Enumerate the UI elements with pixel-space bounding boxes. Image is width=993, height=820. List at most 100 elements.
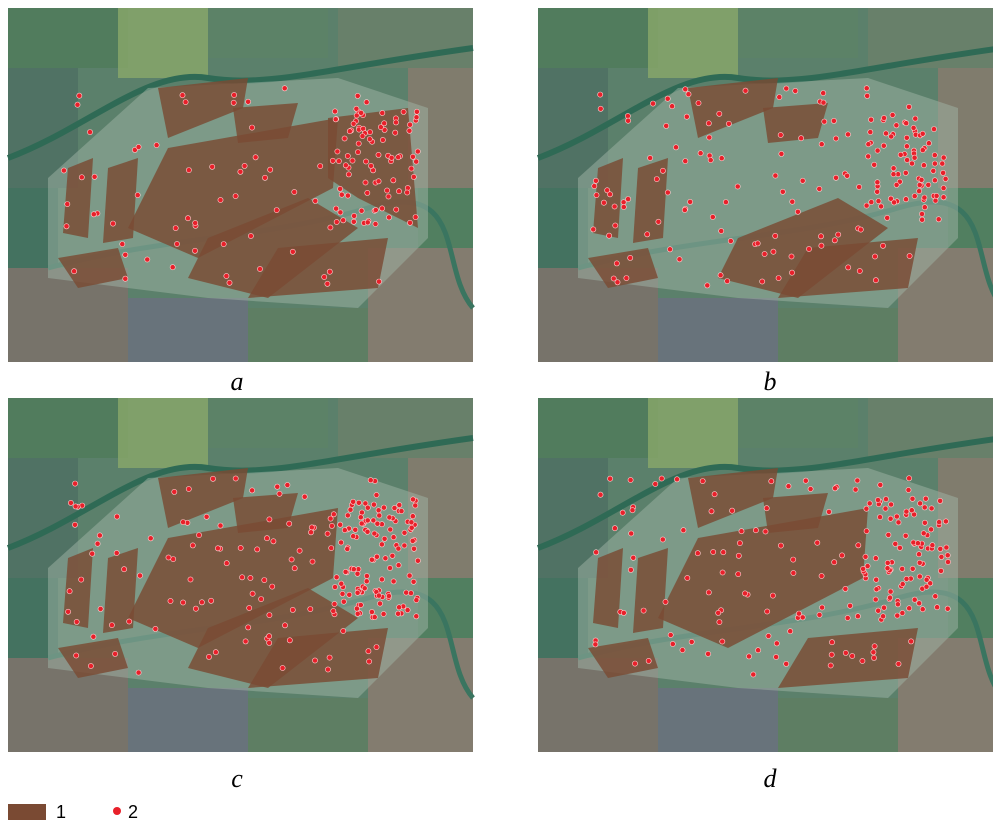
sample-point — [821, 91, 826, 96]
sample-point — [911, 125, 916, 130]
sample-point — [845, 615, 850, 620]
sample-point — [641, 608, 646, 613]
sample-point — [196, 533, 201, 538]
sample-point — [646, 658, 651, 663]
sample-point — [593, 642, 598, 647]
field — [633, 548, 668, 633]
sample-point — [224, 561, 229, 566]
sample-point — [940, 161, 945, 166]
sample-point — [386, 194, 391, 199]
sample-point — [380, 206, 385, 211]
sample-point — [833, 486, 838, 491]
sample-point — [180, 93, 185, 98]
sample-point — [941, 170, 946, 175]
sample-point — [401, 109, 406, 114]
sample-point — [346, 172, 351, 177]
sample-point — [364, 579, 369, 584]
sample-point — [912, 597, 917, 602]
sample-point — [186, 486, 191, 491]
sample-point — [711, 549, 716, 554]
sample-point — [363, 180, 368, 185]
sample-point — [875, 497, 880, 502]
land-patch — [8, 398, 128, 458]
sample-point — [127, 619, 132, 624]
sample-point — [377, 601, 382, 606]
sample-point — [857, 184, 862, 189]
panels — [8, 8, 993, 752]
sample-point — [935, 605, 940, 610]
land-patch — [778, 698, 898, 752]
sample-point — [193, 606, 198, 611]
sample-point — [331, 608, 336, 613]
sample-point — [393, 130, 398, 135]
sample-point — [372, 615, 377, 620]
sample-point — [742, 591, 747, 596]
sample-point — [735, 184, 740, 189]
sample-point — [114, 514, 119, 519]
sample-point — [380, 137, 385, 142]
sample-point — [331, 512, 336, 517]
sample-point — [123, 252, 128, 257]
sample-point — [903, 533, 908, 538]
sample-point — [670, 641, 675, 646]
sample-point — [700, 479, 705, 484]
sample-point — [136, 670, 141, 675]
sample-point — [383, 556, 388, 561]
sample-point — [268, 167, 273, 172]
sample-point — [682, 207, 687, 212]
land-patch — [538, 398, 658, 458]
sample-point — [864, 203, 869, 208]
sample-point — [72, 522, 77, 527]
sample-point — [880, 243, 885, 248]
sample-point — [338, 522, 343, 527]
sample-point — [335, 149, 340, 154]
sample-point — [765, 609, 770, 614]
sample-point — [664, 123, 669, 128]
sample-point — [906, 104, 911, 109]
sample-point — [806, 246, 811, 251]
sample-point — [788, 629, 793, 634]
sample-point — [190, 543, 195, 548]
sample-point — [778, 132, 783, 137]
sample-point — [64, 224, 69, 229]
sample-point — [900, 610, 905, 615]
sample-point — [903, 197, 908, 202]
sample-point — [904, 135, 909, 140]
sample-point — [248, 575, 253, 580]
sample-point — [372, 531, 377, 536]
sample-point — [75, 102, 80, 107]
map-panel — [8, 8, 473, 362]
sample-point — [929, 527, 934, 532]
sample-point — [353, 527, 358, 532]
sample-point — [325, 281, 330, 286]
sample-point — [345, 546, 350, 551]
sample-point — [888, 516, 893, 521]
sample-point — [855, 478, 860, 483]
sample-point — [290, 607, 295, 612]
sample-point — [110, 221, 115, 226]
sample-point — [364, 100, 369, 105]
sample-point — [376, 279, 381, 284]
sample-point — [267, 634, 272, 639]
sample-point — [381, 505, 386, 510]
sample-point — [594, 550, 599, 555]
sample-point — [594, 193, 599, 198]
sample-point — [791, 557, 796, 562]
sample-point — [343, 569, 348, 574]
sample-point — [308, 530, 313, 535]
sample-point — [410, 497, 415, 502]
sample-point — [170, 265, 175, 270]
sample-point — [916, 552, 921, 557]
sample-point — [791, 570, 796, 575]
sample-point — [909, 161, 914, 166]
sample-point — [369, 557, 374, 562]
sample-point — [368, 478, 373, 483]
sample-point — [166, 555, 171, 560]
sample-point — [945, 606, 950, 611]
sample-point — [185, 216, 190, 221]
sample-point — [900, 566, 905, 571]
sample-point — [843, 650, 848, 655]
sample-point — [123, 276, 128, 281]
sample-point — [905, 157, 910, 162]
sample-point — [402, 543, 407, 548]
